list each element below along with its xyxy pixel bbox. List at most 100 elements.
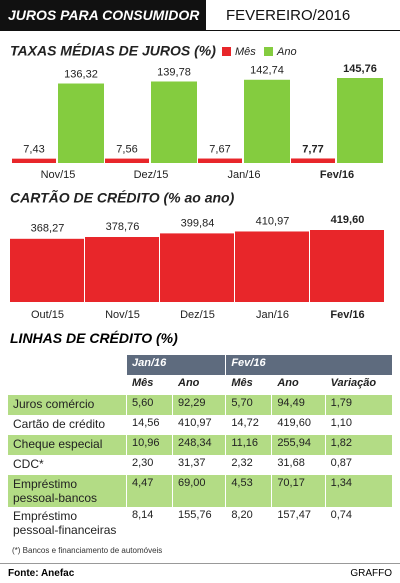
credit: GRAFFO xyxy=(350,568,392,579)
cell: 31,68 xyxy=(271,455,326,475)
cell: 10,96 xyxy=(126,435,173,455)
cell: 92,29 xyxy=(171,395,226,415)
cell: 14,72 xyxy=(225,415,272,435)
cell: 248,34 xyxy=(171,435,226,455)
value-label: 145,76 xyxy=(343,63,377,75)
table-title: LINHAS DE CRÉDITO (%) xyxy=(10,330,178,346)
bar xyxy=(291,158,335,163)
cell: 11,16 xyxy=(225,435,272,455)
value-label: 7,56 xyxy=(116,143,137,155)
column-header: Variação xyxy=(324,375,392,395)
cell: 70,17 xyxy=(271,475,326,507)
bar xyxy=(10,238,84,302)
row-label: Empréstimo pessoal-financeiras xyxy=(13,509,117,537)
bar xyxy=(105,158,149,163)
group-header: Jan/16 xyxy=(125,355,226,375)
legend-swatch xyxy=(264,47,273,56)
bar xyxy=(337,78,383,163)
bar xyxy=(151,81,197,163)
row-label: CDC* xyxy=(13,457,44,471)
legend-label: Mês xyxy=(235,46,256,58)
bar xyxy=(58,83,104,163)
chart-juros: TAXAS MÉDIAS DE JUROS (%) Mês Ano 7,43 136,3… xyxy=(10,43,383,181)
row-label: Cheque especial xyxy=(8,435,127,455)
row-label: Cartão de crédito xyxy=(13,417,106,431)
x-tick-label: Jan/16 xyxy=(227,169,260,181)
cell: 0,87 xyxy=(324,455,392,475)
cell: 5,60 xyxy=(126,395,173,415)
cell: 2,30 xyxy=(126,455,173,475)
x-tick-label: Jan/16 xyxy=(256,309,289,321)
chart-title: TAXAS MÉDIAS DE JUROS (%) xyxy=(10,43,216,59)
cell: 410,97 xyxy=(171,415,226,435)
footer-rule xyxy=(0,563,400,564)
legend-label: Ano xyxy=(276,46,297,58)
cell: 1,82 xyxy=(324,435,392,455)
row-label: Juros comércio xyxy=(8,395,127,415)
bar xyxy=(244,79,290,163)
table-row: CDC* 2,30 31,37 2,32 31,68 0,87 xyxy=(8,455,392,475)
column-header: Mês xyxy=(225,375,272,395)
table: Jan/16 Fev/16 Mês Ano Mês Ano Variação Juros co… xyxy=(8,355,392,539)
x-tick-label: Nov/15 xyxy=(105,309,140,321)
empty-cell xyxy=(8,375,127,395)
table-row: Empréstimo pessoal-bancos 4,47 69,00 4,53 70… xyxy=(8,475,392,507)
bar xyxy=(198,158,242,163)
cell: 4,47 xyxy=(126,475,173,507)
value-label: 378,76 xyxy=(106,221,140,233)
cell: 419,60 xyxy=(271,415,326,435)
header-title: JUROS PARA CONSUMIDOR xyxy=(8,7,200,23)
column-header: Ano xyxy=(271,375,326,395)
header-date: FEVEREIRO/2016 xyxy=(226,7,351,24)
cell: 31,37 xyxy=(171,455,226,475)
cell: 0,74 xyxy=(324,507,392,539)
header-box xyxy=(0,0,206,30)
x-tick-label: Out/15 xyxy=(31,309,64,321)
cell: 1,34 xyxy=(324,475,392,507)
bar xyxy=(310,230,384,302)
value-label: 410,97 xyxy=(256,215,290,227)
bar xyxy=(160,233,234,302)
footnote: (*) Bancos e financiamento de automóveis xyxy=(12,546,163,555)
row-label: Empréstimo pessoal-bancos xyxy=(8,475,127,507)
value-label: 142,74 xyxy=(250,65,284,77)
cell: 155,76 xyxy=(171,507,226,539)
chart-cartao: CARTÃO DE CRÉDITO (% ao ano) 368,27 Out/15… xyxy=(10,189,384,321)
cell: 4,53 xyxy=(225,475,272,507)
header-rule xyxy=(0,30,400,31)
cell: 5,70 xyxy=(225,395,272,415)
cell: 2,32 xyxy=(225,455,272,475)
value-label: 419,60 xyxy=(331,214,365,226)
cell: 94,49 xyxy=(271,395,326,415)
cell: 157,47 xyxy=(271,507,326,539)
group-header-row: Jan/16 Fev/16 xyxy=(8,355,392,375)
table-row: Juros comércio 5,60 92,29 5,70 94,49 1,79 xyxy=(8,395,392,415)
cell: 69,00 xyxy=(171,475,226,507)
cell: 255,94 xyxy=(271,435,326,455)
bar xyxy=(235,231,309,302)
value-label: 7,67 xyxy=(209,143,230,155)
chart-title: CARTÃO DE CRÉDITO (% ao ano) xyxy=(10,189,235,206)
x-tick-label: Nov/15 xyxy=(41,169,76,181)
bar xyxy=(85,237,159,302)
x-tick-label: Dez/15 xyxy=(134,169,169,181)
x-tick-label: Fev/16 xyxy=(320,169,354,181)
legend-swatch xyxy=(222,47,231,56)
column-header: Mês xyxy=(126,375,173,395)
group-header: Fev/16 xyxy=(225,355,392,375)
table-row: Cheque especial 10,96 248,34 11,16 255,94 1,8… xyxy=(8,435,392,455)
cell: 8,20 xyxy=(225,507,272,539)
x-tick-label: Fev/16 xyxy=(330,309,364,321)
bar xyxy=(12,158,56,163)
table-row: Empréstimo pessoal-financeiras 8,14 155,76… xyxy=(8,507,392,539)
cell: 8,14 xyxy=(126,507,173,539)
value-label: 399,84 xyxy=(181,217,215,229)
value-label: 7,77 xyxy=(302,143,323,155)
value-label: 139,78 xyxy=(157,66,191,78)
cell: 1,10 xyxy=(324,415,392,435)
value-label: 368,27 xyxy=(31,223,65,235)
table-row: Cartão de crédito 14,56 410,97 14,72 419,60 1… xyxy=(8,415,392,435)
value-label: 136,32 xyxy=(64,68,98,80)
empty-cell xyxy=(8,355,127,375)
